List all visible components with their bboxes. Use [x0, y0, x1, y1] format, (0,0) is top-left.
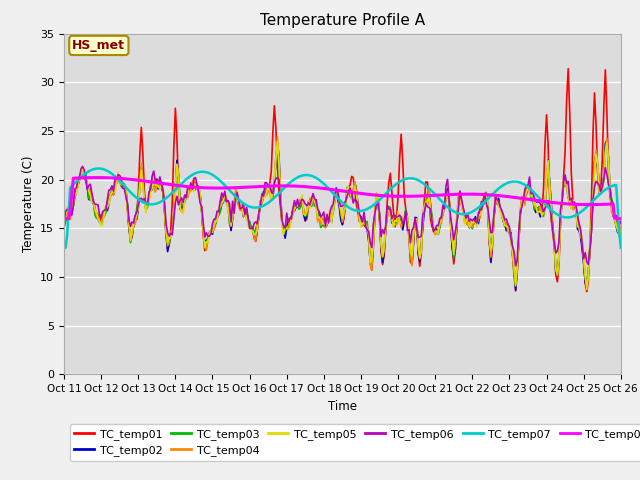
Line: TC_temp07: TC_temp07 [64, 168, 621, 248]
TC_temp03 [76, 176, 83, 182]
TC_temp06 [379, 227, 387, 232]
TC_temp06 [165, 233, 173, 239]
TC_temp08 [165, 181, 173, 187]
TC_temp03 [410, 231, 417, 237]
TC_temp02 [164, 249, 172, 254]
TC_temp04 [410, 235, 417, 241]
TC_temp02 [603, 137, 611, 143]
TC_temp02 [617, 225, 625, 231]
TC_temp02 [408, 261, 416, 266]
TC_temp02 [76, 174, 83, 180]
TC_temp06 [512, 263, 520, 269]
TC_temp05 [76, 173, 83, 179]
TC_temp03 [617, 227, 625, 233]
TC_temp04 [617, 224, 625, 230]
Title: Temperature Profile A: Temperature Profile A [260, 13, 425, 28]
TC_temp08 [550, 200, 558, 205]
TC_temp05 [397, 219, 405, 225]
TC_temp07 [397, 178, 405, 184]
TC_temp08 [379, 193, 387, 199]
TC_temp04 [76, 177, 83, 183]
TC_temp03 [274, 142, 282, 148]
TC_temp01 [60, 217, 68, 223]
TC_temp02 [60, 216, 68, 222]
TC_temp01 [583, 289, 591, 295]
TC_temp03 [164, 243, 172, 249]
Line: TC_temp04: TC_temp04 [64, 137, 621, 286]
TC_temp03 [512, 283, 520, 289]
TC_temp01 [76, 178, 83, 183]
TC_temp06 [552, 250, 559, 256]
TC_temp06 [76, 175, 83, 180]
TC_temp05 [60, 218, 68, 224]
TC_temp01 [164, 247, 172, 253]
Line: TC_temp06: TC_temp06 [64, 167, 621, 266]
TC_temp07 [379, 194, 387, 200]
TC_temp05 [164, 240, 172, 245]
TC_temp04 [379, 253, 387, 259]
TC_temp03 [60, 224, 68, 230]
TC_temp07 [550, 210, 558, 216]
TC_temp03 [379, 254, 387, 260]
TC_temp08 [76, 175, 83, 181]
TC_temp04 [583, 283, 591, 289]
TC_temp01 [617, 228, 625, 234]
TC_temp04 [164, 243, 172, 249]
TC_temp03 [552, 268, 559, 274]
TC_temp02 [550, 240, 558, 246]
TC_temp02 [396, 218, 403, 224]
TC_temp01 [549, 229, 557, 235]
TC_temp04 [274, 134, 282, 140]
TC_temp01 [396, 156, 403, 161]
TC_temp05 [583, 287, 591, 292]
TC_temp02 [512, 288, 520, 293]
TC_temp01 [377, 248, 385, 253]
TC_temp06 [617, 218, 625, 224]
X-axis label: Time: Time [328, 400, 357, 413]
TC_temp05 [379, 254, 387, 260]
TC_temp07 [60, 245, 68, 251]
TC_temp06 [79, 164, 86, 169]
TC_temp07 [165, 192, 173, 198]
Legend: TC_temp01, TC_temp02, TC_temp03, TC_temp04, TC_temp05, TC_temp06, TC_temp07, TC_: TC_temp01, TC_temp02, TC_temp03, TC_temp… [70, 424, 640, 461]
TC_temp04 [60, 217, 68, 223]
TC_temp06 [410, 225, 417, 230]
TC_temp07 [410, 176, 417, 181]
TC_temp08 [397, 193, 405, 199]
TC_temp01 [408, 262, 416, 267]
TC_temp05 [274, 139, 282, 144]
TC_temp07 [617, 245, 625, 251]
Line: TC_temp08: TC_temp08 [64, 178, 621, 218]
Line: TC_temp03: TC_temp03 [64, 145, 621, 286]
TC_temp05 [410, 231, 417, 237]
Line: TC_temp02: TC_temp02 [64, 140, 621, 290]
TC_temp05 [550, 241, 558, 247]
TC_temp08 [93, 175, 100, 180]
TC_temp04 [397, 225, 405, 231]
TC_temp08 [410, 193, 417, 199]
TC_temp01 [564, 66, 572, 72]
TC_temp06 [60, 220, 68, 226]
TC_temp04 [550, 237, 558, 242]
TC_temp07 [76, 176, 83, 181]
TC_temp07 [94, 166, 102, 171]
TC_temp05 [617, 228, 625, 234]
Y-axis label: Temperature (C): Temperature (C) [22, 156, 35, 252]
Line: TC_temp05: TC_temp05 [64, 142, 621, 289]
TC_temp06 [397, 215, 405, 220]
Line: TC_temp01: TC_temp01 [64, 69, 621, 292]
Text: HS_met: HS_met [72, 39, 125, 52]
TC_temp02 [377, 245, 385, 251]
TC_temp03 [397, 218, 405, 224]
TC_temp08 [617, 216, 625, 221]
TC_temp08 [60, 216, 68, 221]
